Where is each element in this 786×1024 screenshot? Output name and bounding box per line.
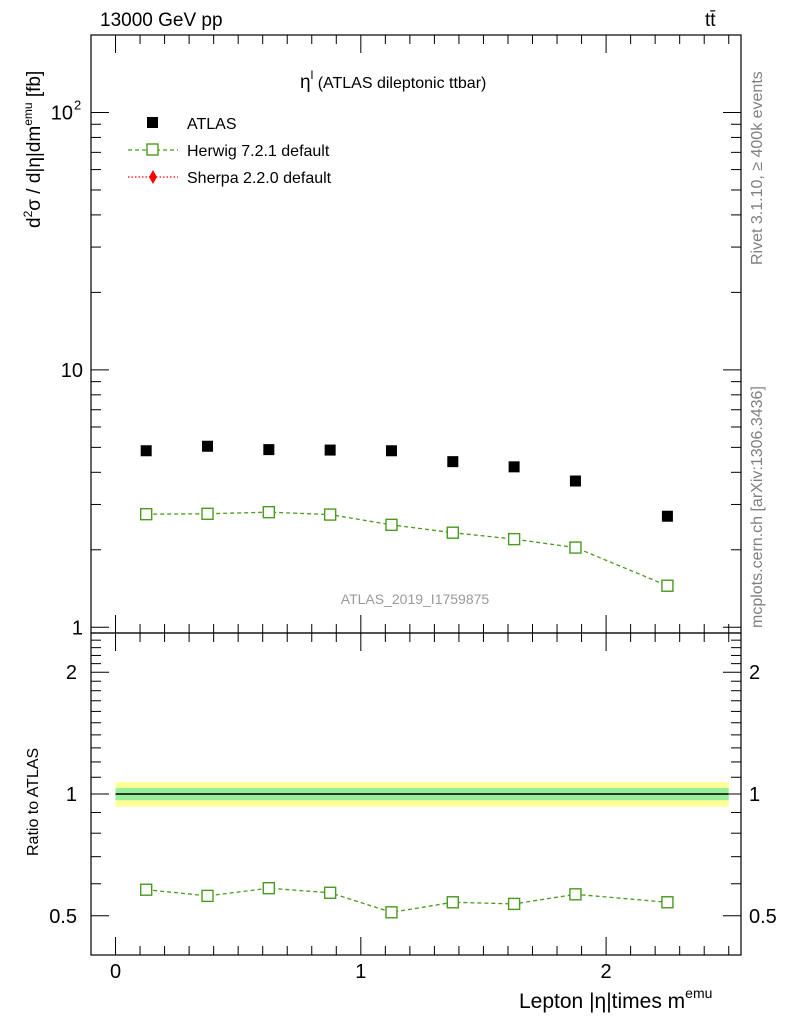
herwig-ratio-point [139, 883, 153, 896]
herwig-point [446, 526, 459, 539]
main-data-marks [139, 440, 674, 592]
herwig-ratio-point [385, 906, 398, 919]
rivet-label: Rivet 3.1.10, ≥ 400k events [749, 71, 766, 265]
main-y-tick-label: 1 [72, 617, 83, 639]
header-energy: 13000 GeV pp [100, 10, 223, 31]
x-tick-label: 0 [110, 961, 121, 983]
ratio-uncertainty-band [115, 782, 729, 807]
herwig-point [569, 541, 582, 554]
herwig-point [139, 507, 153, 521]
herwig-point [507, 532, 521, 546]
x-axis-label: Lepton |η|times memu [519, 985, 712, 1013]
analysis-watermark: ATLAS_2019_I1759875 [341, 591, 490, 607]
ratio-y-tick-label-right: 2 [749, 662, 760, 684]
herwig-ratio-point [323, 886, 337, 899]
main-y-tick-exponent: 2 [74, 97, 81, 112]
atlas-point [385, 445, 397, 457]
ratio-y-tick-label-right: 1 [749, 784, 760, 806]
herwig-ratio-line [146, 887, 668, 913]
legend-sherpa-label: Sherpa 2.2.0 default [187, 170, 332, 187]
plot-title: ηl (ATLAS dileptonic ttbar) [300, 68, 486, 93]
herwig-ratio-point [446, 896, 459, 909]
legend: ATLAS Herwig 7.2.1 default Sherpa 2.2.0 … [128, 116, 332, 187]
legend-herwig-label: Herwig 7.2.1 default [187, 143, 330, 160]
herwig-point [385, 518, 398, 532]
herwig-ratio-point [201, 889, 214, 903]
atlas-point [202, 440, 214, 452]
atlas-point [661, 510, 673, 522]
legend-atlas-label: ATLAS [187, 116, 237, 133]
atlas-point [508, 461, 520, 473]
legend-atlas-marker [147, 117, 158, 128]
mcplots-label: mcplots.cern.ch [arXiv:1306.3436] [749, 386, 766, 628]
herwig-ratio-point [661, 896, 674, 909]
herwig-point [661, 579, 674, 592]
atlas-point [569, 475, 581, 487]
ratio-y-tick-label-left: 0.5 [49, 906, 77, 928]
herwig-point [262, 505, 276, 519]
ratio-y-tick-label-left: 2 [66, 662, 77, 684]
herwig-ratio-point [262, 882, 276, 895]
legend-sherpa-marker [149, 170, 157, 184]
main-y-axis-label: d2σ / d|η|dmemu [fb] [21, 71, 45, 228]
atlas-point [447, 456, 459, 468]
main-y-tick-label: 10 [61, 360, 83, 382]
herwig-ratio-point [569, 888, 582, 901]
atlas-point [263, 444, 275, 456]
ratio-y-tick-label-right: 0.5 [749, 906, 777, 928]
ratio-y-tick-label-left: 1 [66, 784, 77, 806]
atlas-point [324, 444, 336, 456]
herwig-ratio-point [507, 897, 521, 911]
x-tick-label: 2 [601, 961, 612, 983]
legend-herwig-marker [146, 143, 159, 156]
herwig-point [201, 507, 214, 520]
main-y-tick-label: 10 [51, 102, 73, 124]
x-tick-label: 1 [355, 961, 366, 983]
header-process: tt̄ [705, 10, 716, 31]
atlas-point [140, 445, 152, 457]
ratio-axis-ticks: 0.5 0.5 1 1 2 2 [49, 632, 777, 956]
ratio-y-axis-label: Ratio to ATLAS [25, 748, 42, 856]
ratio-data-marks [139, 882, 674, 919]
herwig-line [146, 511, 668, 587]
herwig-point [323, 508, 337, 521]
